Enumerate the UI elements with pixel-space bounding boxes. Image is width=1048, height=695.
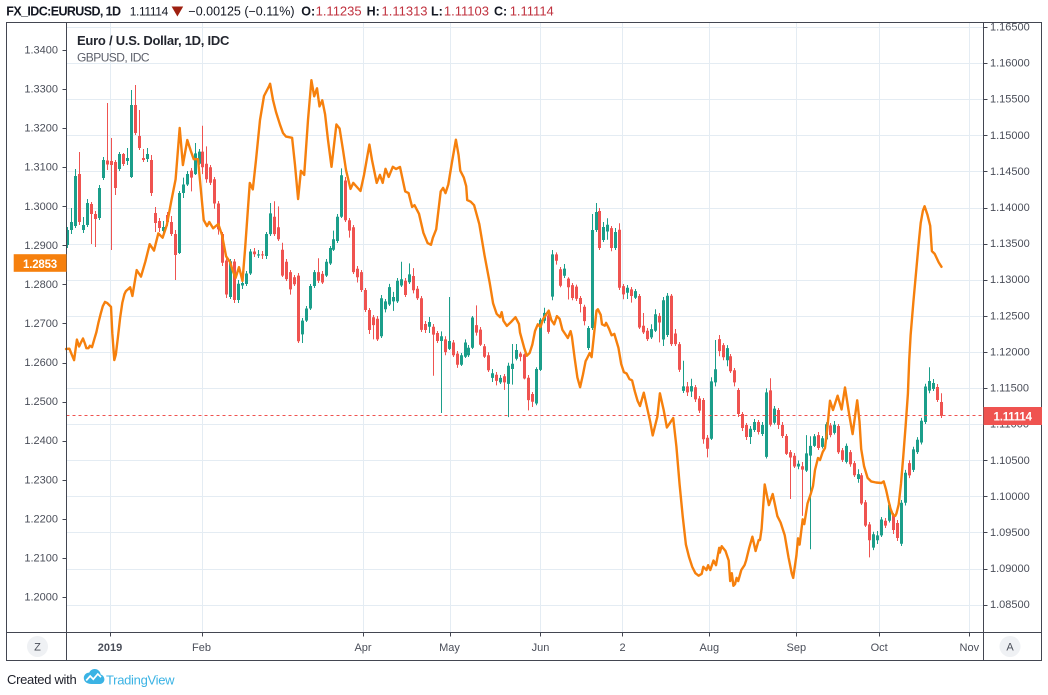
svg-text:C:: C: — [494, 5, 507, 19]
svg-text:1.3300: 1.3300 — [24, 84, 58, 96]
svg-text:1.11114: 1.11114 — [994, 412, 1033, 424]
svg-text:−0.00125 (−0.11%): −0.00125 (−0.11%) — [188, 5, 294, 19]
svg-text:1.2900: 1.2900 — [24, 240, 58, 252]
svg-text:1.09000: 1.09000 — [990, 563, 1030, 575]
svg-text:1.3100: 1.3100 — [24, 162, 58, 174]
svg-text:2019: 2019 — [98, 642, 122, 654]
svg-text:May: May — [439, 642, 460, 654]
svg-text:Sep: Sep — [787, 642, 807, 654]
svg-text:1.13500: 1.13500 — [990, 238, 1030, 250]
svg-text:O:: O: — [301, 5, 315, 19]
svg-text:1.11114: 1.11114 — [130, 5, 169, 19]
svg-text:1.12000: 1.12000 — [990, 347, 1030, 359]
svg-text:GBPUSD, IDC: GBPUSD, IDC — [77, 51, 150, 65]
svg-text:FX_IDC:EURUSD, 1D: FX_IDC:EURUSD, 1D — [6, 5, 121, 19]
svg-text:Feb: Feb — [192, 642, 211, 654]
svg-text:1.2200: 1.2200 — [24, 513, 58, 525]
svg-text:1.10500: 1.10500 — [990, 455, 1030, 467]
svg-text:1.16500: 1.16500 — [990, 22, 1030, 34]
svg-text:1.10000: 1.10000 — [990, 491, 1030, 503]
svg-text:Jun: Jun — [532, 642, 550, 654]
svg-text:1.14500: 1.14500 — [990, 166, 1030, 178]
svg-text:1.14000: 1.14000 — [990, 202, 1030, 214]
svg-text:2: 2 — [619, 642, 625, 654]
svg-text:1.2700: 1.2700 — [24, 318, 58, 330]
svg-text:1.2853: 1.2853 — [23, 259, 57, 271]
svg-text:1.2000: 1.2000 — [24, 592, 58, 604]
svg-text:1.08500: 1.08500 — [990, 599, 1030, 611]
svg-text:1.11114: 1.11114 — [510, 4, 554, 19]
svg-text:1.15000: 1.15000 — [990, 130, 1030, 142]
svg-text:1.11500: 1.11500 — [990, 383, 1029, 395]
svg-text:1.2300: 1.2300 — [24, 474, 58, 486]
svg-text:1.11103: 1.11103 — [444, 4, 489, 19]
svg-text:1.13000: 1.13000 — [990, 274, 1030, 286]
svg-text:1.2100: 1.2100 — [24, 552, 58, 564]
svg-text:A: A — [1006, 642, 1014, 654]
svg-text:Aug: Aug — [700, 642, 720, 654]
svg-text:L:: L: — [431, 5, 443, 19]
svg-text:H:: H: — [367, 5, 380, 19]
svg-text:TradingView: TradingView — [106, 673, 175, 688]
svg-text:Created with: Created with — [7, 672, 76, 687]
svg-text:Oct: Oct — [871, 642, 888, 654]
svg-text:1.11235: 1.11235 — [316, 4, 362, 19]
svg-text:1.12500: 1.12500 — [990, 310, 1030, 322]
svg-text:1.2500: 1.2500 — [24, 396, 58, 408]
svg-text:1.3000: 1.3000 — [24, 201, 58, 213]
svg-text:Z: Z — [34, 642, 41, 654]
svg-text:1.2600: 1.2600 — [24, 357, 58, 369]
svg-text:1.3400: 1.3400 — [24, 45, 58, 57]
svg-text:Apr: Apr — [354, 642, 371, 654]
svg-text:1.09500: 1.09500 — [990, 527, 1030, 539]
svg-text:Nov: Nov — [960, 642, 980, 654]
svg-text:1.2400: 1.2400 — [24, 435, 58, 447]
svg-text:Euro / U.S. Dollar, 1D, IDC: Euro / U.S. Dollar, 1D, IDC — [77, 33, 230, 48]
svg-text:1.2800: 1.2800 — [24, 279, 58, 291]
svg-text:1.15500: 1.15500 — [990, 94, 1030, 106]
svg-text:1.11313: 1.11313 — [382, 4, 428, 19]
svg-text:1.16000: 1.16000 — [990, 58, 1030, 70]
svg-text:1.3200: 1.3200 — [24, 123, 58, 135]
